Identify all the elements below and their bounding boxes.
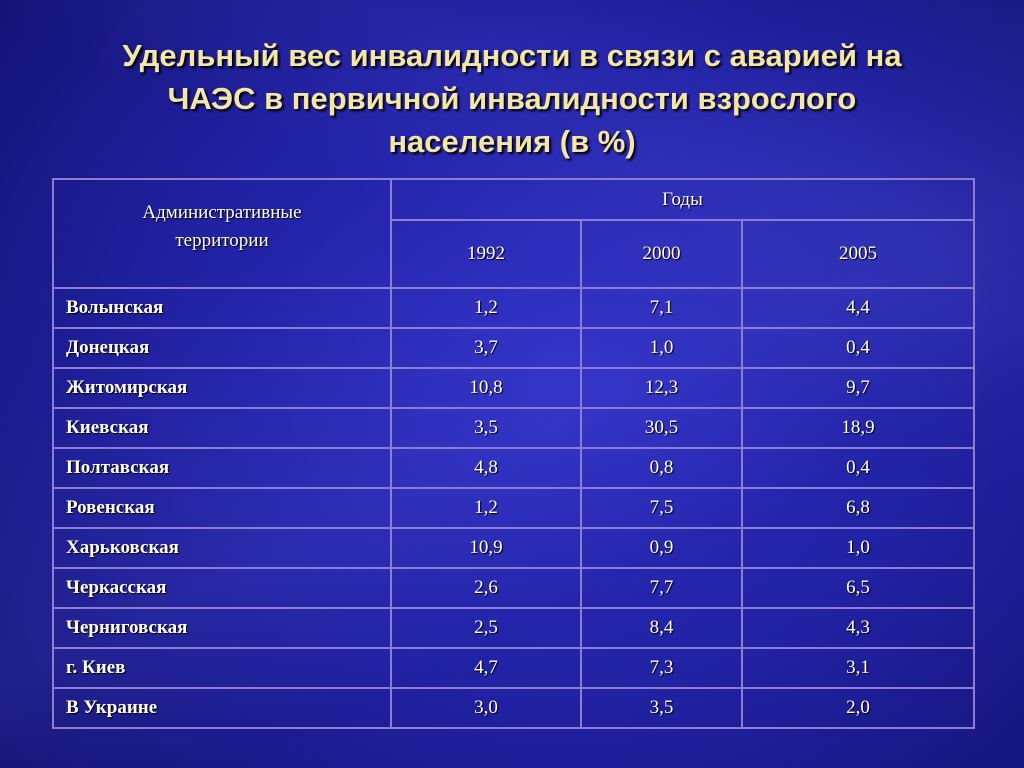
cell-1992: 3,5 bbox=[390, 407, 582, 449]
table-row: Полтавская 4,8 0,8 0,4 bbox=[52, 447, 975, 489]
row-territory-name: В Украине bbox=[52, 687, 392, 729]
cell-2005: 0,4 bbox=[741, 327, 975, 369]
cell-2005: 4,4 bbox=[741, 287, 975, 329]
table-row: В Украине 3,0 3,5 2,0 bbox=[52, 687, 975, 729]
cell-2000: 30,5 bbox=[580, 407, 743, 449]
cell-2000: 7,3 bbox=[580, 647, 743, 689]
table-body: Волынская 1,2 7,1 4,4 Донецкая 3,7 1,0 0… bbox=[52, 287, 975, 729]
table-row: Житомирская 10,8 12,3 9,7 bbox=[52, 367, 975, 409]
header-year-1992: 1992 bbox=[390, 219, 582, 289]
cell-2005: 3,1 bbox=[741, 647, 975, 689]
cell-1992: 3,7 bbox=[390, 327, 582, 369]
cell-2000: 0,9 bbox=[580, 527, 743, 569]
table-row: Черниговская 2,5 8,4 4,3 bbox=[52, 607, 975, 649]
table-row: Ровенская 1,2 7,5 6,8 bbox=[52, 487, 975, 529]
row-territory-name: Киевская bbox=[52, 407, 392, 449]
table-row: Киевская 3,5 30,5 18,9 bbox=[52, 407, 975, 449]
cell-1992: 4,8 bbox=[390, 447, 582, 489]
table-row: Харьковская 10,9 0,9 1,0 bbox=[52, 527, 975, 569]
header-territories: Административные территории bbox=[52, 178, 392, 289]
cell-1992: 10,8 bbox=[390, 367, 582, 409]
cell-2005: 6,5 bbox=[741, 567, 975, 609]
header-territories-line-1: Административные bbox=[142, 201, 302, 223]
row-territory-name: Харьковская bbox=[52, 527, 392, 569]
row-territory-name: Черниговская bbox=[52, 607, 392, 649]
row-territory-name: Полтавская bbox=[52, 447, 392, 489]
row-territory-name: Черкасская bbox=[52, 567, 392, 609]
cell-2000: 7,1 bbox=[580, 287, 743, 329]
cell-1992: 10,9 bbox=[390, 527, 582, 569]
cell-1992: 2,6 bbox=[390, 567, 582, 609]
cell-2005: 6,8 bbox=[741, 487, 975, 529]
header-year-2005: 2005 bbox=[741, 219, 975, 289]
header-territories-line-2: территории bbox=[175, 229, 269, 251]
table-row: Черкасская 2,6 7,7 6,5 bbox=[52, 567, 975, 609]
cell-1992: 2,5 bbox=[390, 607, 582, 649]
cell-2000: 8,4 bbox=[580, 607, 743, 649]
cell-2000: 7,7 bbox=[580, 567, 743, 609]
cell-2005: 18,9 bbox=[741, 407, 975, 449]
cell-2000: 3,5 bbox=[580, 687, 743, 729]
row-territory-name: Волынская bbox=[52, 287, 392, 329]
cell-2000: 12,3 bbox=[580, 367, 743, 409]
row-territory-name: Житомирская bbox=[52, 367, 392, 409]
row-territory-name: Ровенская bbox=[52, 487, 392, 529]
cell-2005: 4,3 bbox=[741, 607, 975, 649]
title-line-1: Удельный вес инвалидности в связи с авар… bbox=[122, 38, 902, 73]
cell-2005: 9,7 bbox=[741, 367, 975, 409]
cell-1992: 4,7 bbox=[390, 647, 582, 689]
cell-2005: 1,0 bbox=[741, 527, 975, 569]
header-year-2000: 2000 bbox=[580, 219, 743, 289]
cell-2000: 7,5 bbox=[580, 487, 743, 529]
table-row: Волынская 1,2 7,1 4,4 bbox=[52, 287, 975, 329]
table-header: Административные территории Годы 1992 20… bbox=[52, 178, 975, 289]
table-row: Донецкая 3,7 1,0 0,4 bbox=[52, 327, 975, 369]
slide-title: Удельный вес инвалидности в связи с авар… bbox=[40, 34, 984, 163]
cell-2000: 1,0 bbox=[580, 327, 743, 369]
row-territory-name: Донецкая bbox=[52, 327, 392, 369]
cell-2005: 0,4 bbox=[741, 447, 975, 489]
disability-table: Административные территории Годы 1992 20… bbox=[52, 178, 975, 729]
cell-2000: 0,8 bbox=[580, 447, 743, 489]
title-line-3: населения (в %) bbox=[388, 124, 636, 159]
cell-2005: 2,0 bbox=[741, 687, 975, 729]
row-territory-name: г. Киев bbox=[52, 647, 392, 689]
cell-1992: 3,0 bbox=[390, 687, 582, 729]
title-line-2: ЧАЭС в первичной инвалидности взрослого bbox=[167, 81, 857, 116]
cell-1992: 1,2 bbox=[390, 487, 582, 529]
cell-1992: 1,2 bbox=[390, 287, 582, 329]
table-row: г. Киев 4,7 7,3 3,1 bbox=[52, 647, 975, 689]
header-years-group: Годы bbox=[390, 178, 975, 221]
